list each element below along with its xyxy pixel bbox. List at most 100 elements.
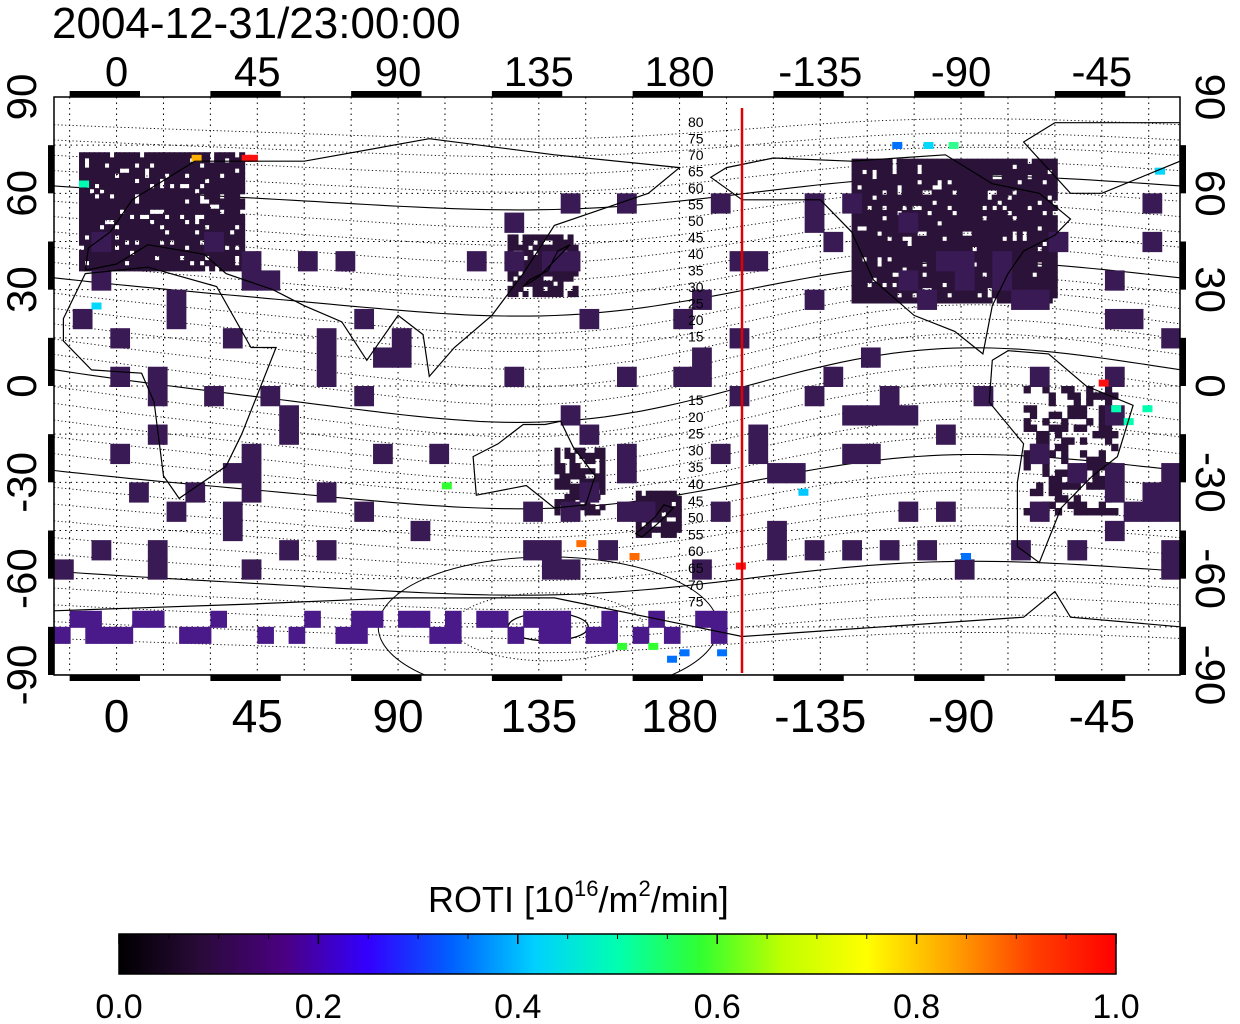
frame-bar (914, 675, 985, 681)
contour-label: 40 (688, 246, 704, 262)
roti-cell (554, 610, 572, 628)
roti-cell (1123, 308, 1144, 330)
roti-cell (1006, 225, 1013, 232)
roti-cell (881, 220, 888, 227)
roti-cell (109, 183, 116, 190)
roti-cell (931, 225, 938, 232)
roti-cell (429, 443, 450, 465)
roti-cell (946, 287, 953, 294)
roti-cell (104, 167, 111, 174)
roti-cell (522, 234, 529, 241)
roti-cell (169, 249, 176, 256)
roti-cell (164, 198, 171, 205)
roti-cell (856, 215, 863, 222)
roti-cell (956, 163, 963, 170)
roti-cell (660, 526, 667, 533)
roti-cell (229, 219, 236, 226)
roti-cell (866, 266, 873, 273)
roti-cell (941, 297, 948, 304)
roti-cell (229, 249, 236, 256)
roti-cell (981, 210, 988, 217)
roti-cell (1041, 215, 1048, 222)
roti-cell (1061, 482, 1069, 490)
roti-cell (1021, 266, 1028, 273)
roti-cell (951, 271, 958, 278)
roti-cell (891, 261, 898, 268)
roti-cell (1092, 508, 1100, 516)
roti-cell (971, 163, 978, 170)
roti-cell (916, 158, 923, 165)
roti-cell (866, 256, 873, 263)
roti-cell (164, 203, 171, 210)
roti-cell (971, 215, 978, 222)
roti-cell (936, 204, 943, 212)
roti-cell (891, 189, 898, 196)
roti-cell (842, 540, 862, 561)
roti-cell (84, 172, 91, 179)
roti-cell (936, 251, 956, 272)
roti-cell (951, 220, 958, 227)
roti-cell (871, 271, 878, 278)
roti-cell (906, 251, 913, 258)
roti-cell (906, 174, 913, 181)
roti-cell (823, 366, 844, 387)
roti-cell (1031, 276, 1038, 283)
roti-cell (164, 224, 171, 231)
roti-cell (1041, 174, 1048, 181)
roti-cell (1021, 256, 1028, 263)
roti-cell (316, 482, 337, 503)
roti-cell (842, 405, 862, 426)
roti-cell (229, 265, 236, 272)
roti-cell (1011, 174, 1018, 181)
roti-cell (670, 526, 677, 533)
roti-cell (54, 559, 74, 580)
frame-bar (48, 145, 54, 194)
roti-cell (851, 287, 858, 294)
roti-cell (921, 210, 928, 217)
roti-cell (94, 172, 101, 179)
roti-cell (1006, 189, 1013, 196)
roti-cell (891, 204, 898, 212)
roti-cell (527, 239, 534, 246)
roti-cell (144, 162, 151, 169)
roti-cell (174, 260, 181, 267)
roti-cell (234, 234, 241, 241)
roti-cell (986, 184, 993, 191)
roti-cell (174, 208, 181, 215)
roti-cell (921, 225, 928, 232)
roti-cell (876, 220, 883, 227)
roti-cell (89, 260, 96, 267)
roti-cell (149, 229, 156, 236)
roti-cell-highlight (79, 180, 90, 188)
roti-cell (219, 167, 226, 174)
roti-cell (951, 179, 958, 186)
roti-cell (881, 230, 888, 237)
roti-cell (1161, 328, 1180, 349)
roti-cell (214, 162, 221, 169)
roti-cell (1023, 456, 1031, 465)
roti-cell (169, 265, 176, 272)
roti-cell (1036, 281, 1043, 289)
roti-cell (124, 162, 131, 169)
roti-cell (856, 292, 863, 299)
roti-cell (1079, 508, 1088, 516)
roti-cell (1042, 418, 1050, 426)
roti-cell (1001, 292, 1008, 299)
roti-cell (599, 463, 606, 470)
roti-cell (179, 626, 196, 644)
roti-cell (109, 203, 116, 210)
roti-cell (214, 152, 221, 159)
roti-cell (114, 183, 121, 190)
roti-cell (166, 289, 187, 310)
roti-cell (851, 215, 858, 222)
roti-cell (599, 478, 606, 485)
roti-cell (901, 251, 908, 258)
roti-cell (527, 275, 534, 282)
roti-cell (911, 189, 918, 196)
roti-cell (921, 220, 928, 227)
roti-cell (886, 220, 893, 227)
roti-cell (199, 188, 206, 195)
roti-cell (144, 260, 151, 267)
frame-bar (632, 91, 704, 97)
roti-cell (936, 271, 943, 278)
